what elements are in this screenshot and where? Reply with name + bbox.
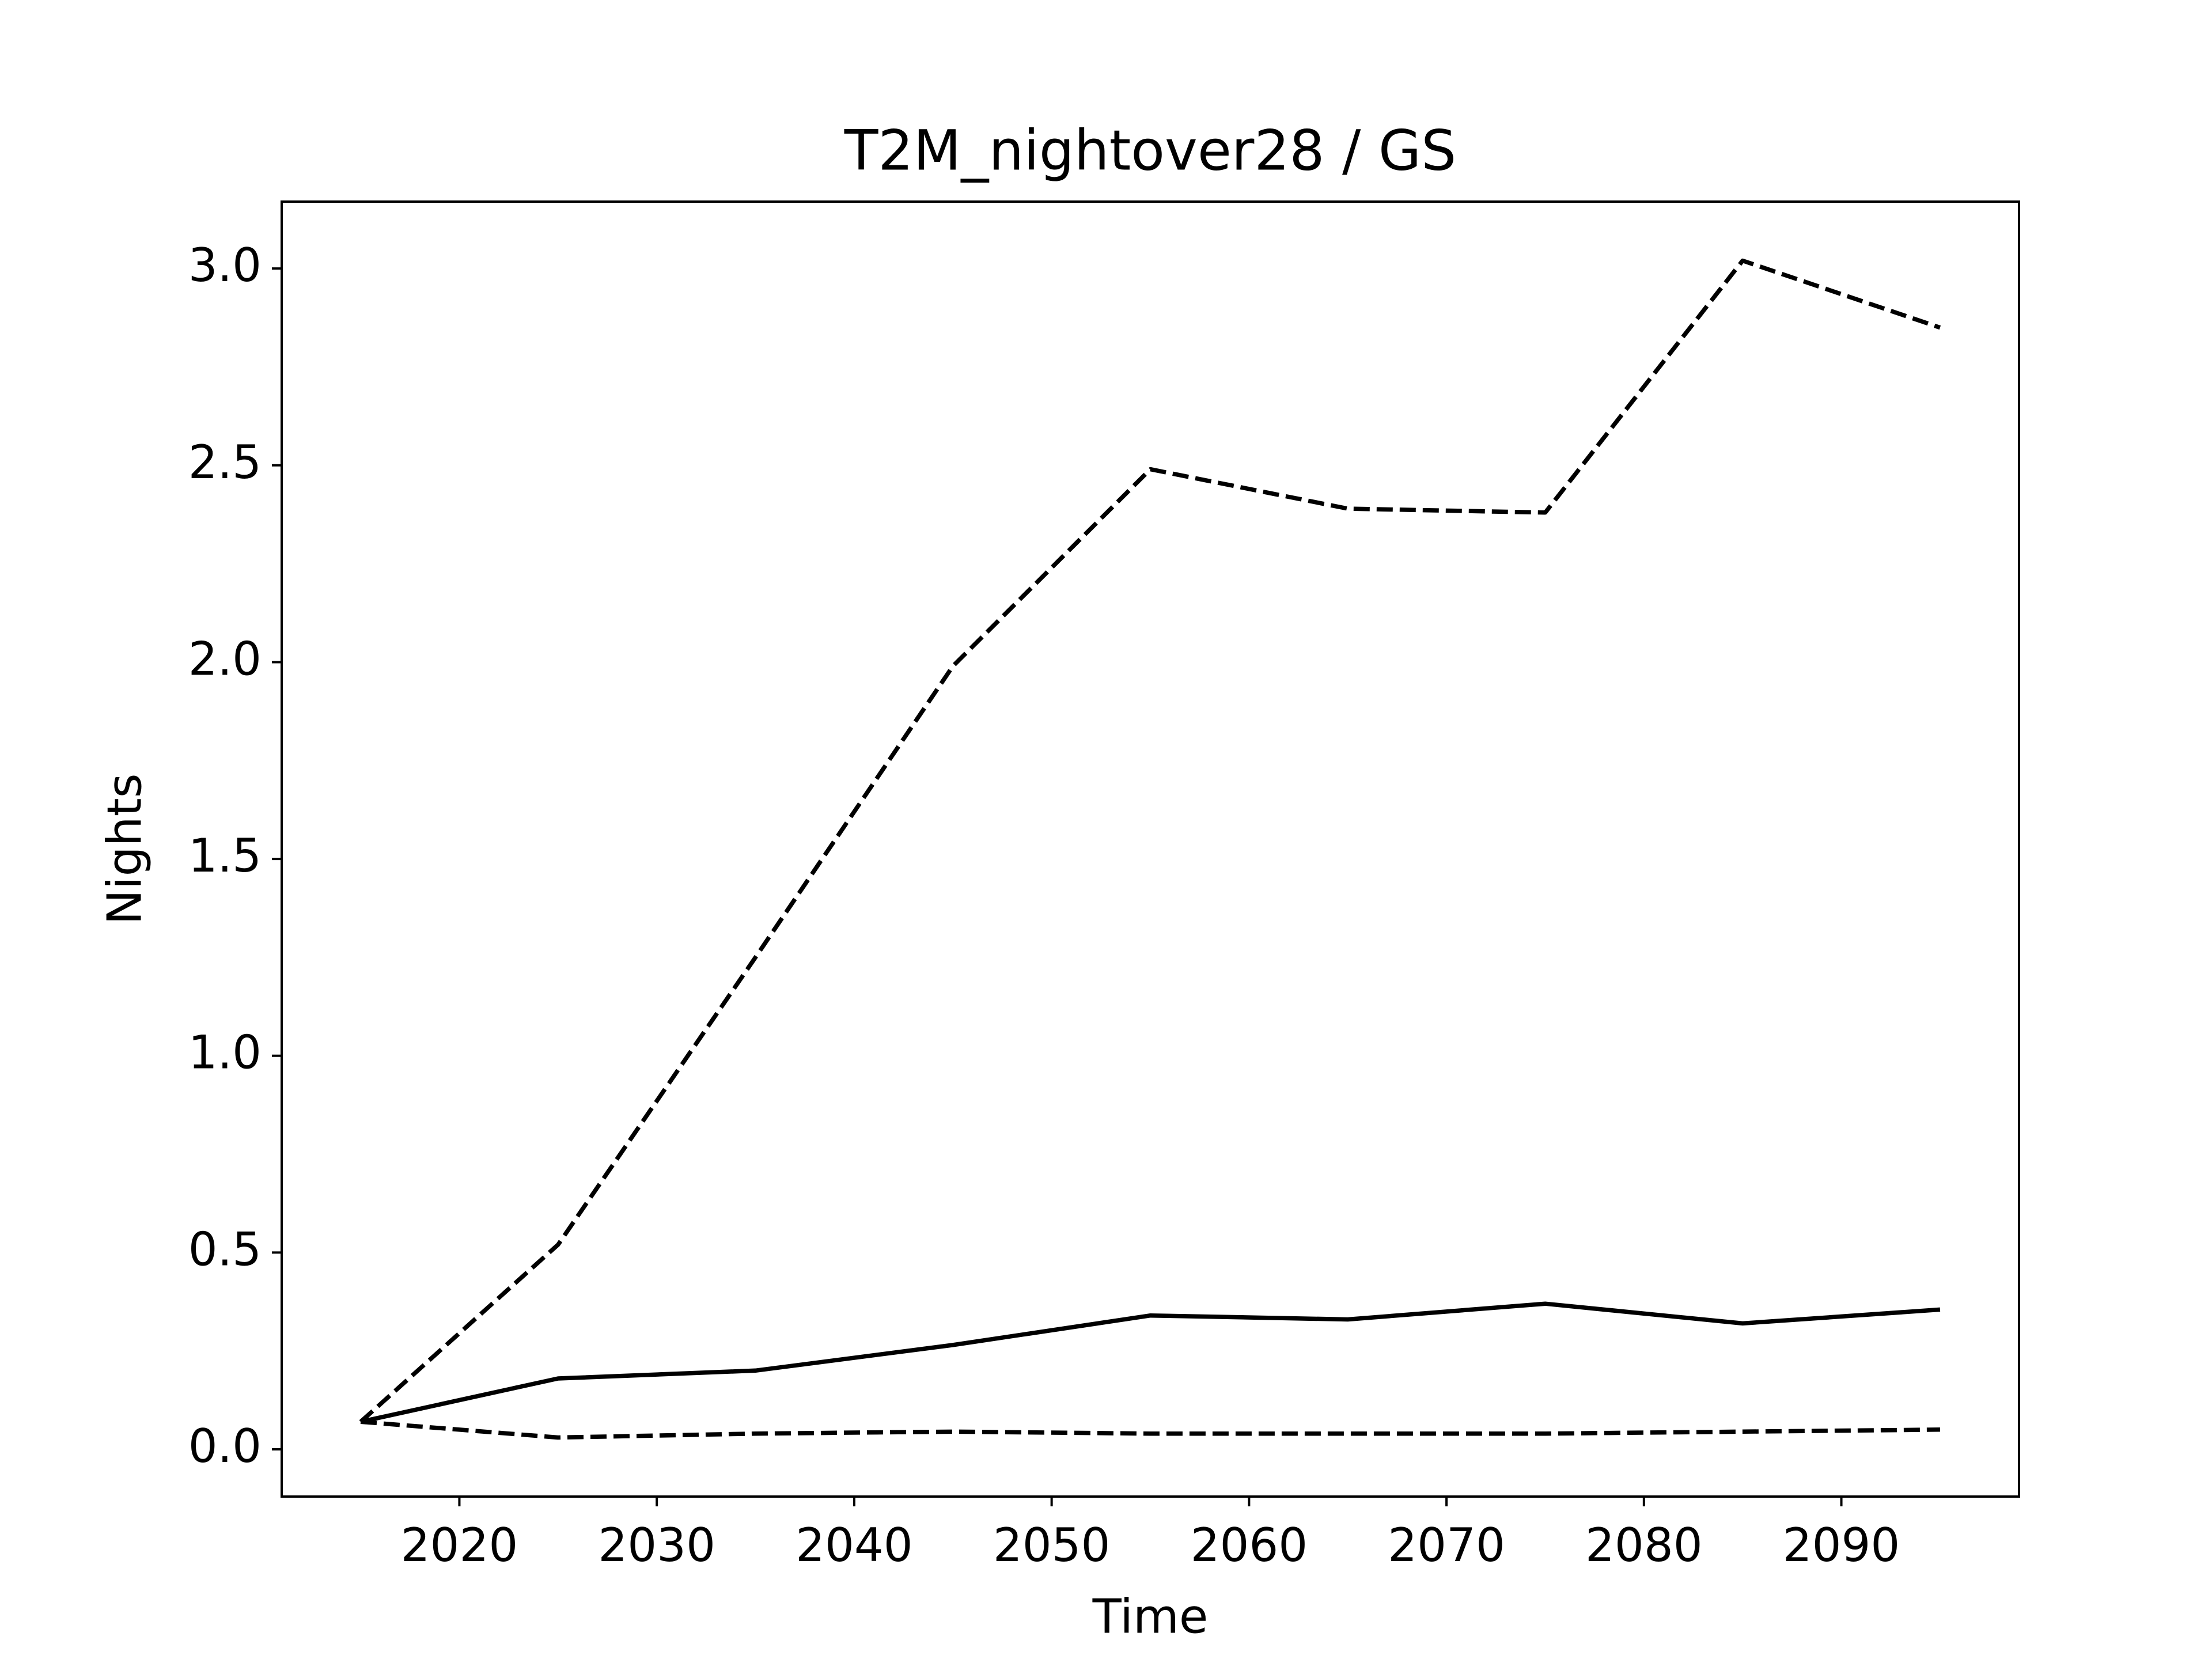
y-tick-label: 0.0 bbox=[188, 1419, 262, 1473]
y-tick-label: 2.5 bbox=[188, 435, 262, 489]
chart-title: T2M_nightover28 / GS bbox=[844, 118, 1456, 183]
y-tick-label: 2.0 bbox=[188, 632, 262, 685]
x-tick-label: 2050 bbox=[993, 1518, 1111, 1572]
y-tick-label: 1.0 bbox=[188, 1026, 262, 1080]
x-tick-label: 2040 bbox=[796, 1518, 913, 1572]
x-tick-label: 2080 bbox=[1585, 1518, 1703, 1572]
y-tick-label: 0.5 bbox=[188, 1222, 262, 1276]
x-axis-label: Time bbox=[1092, 1589, 1209, 1644]
plot-frame bbox=[281, 200, 2020, 1498]
y-tick-label: 3.0 bbox=[188, 238, 262, 292]
x-tick-label: 2020 bbox=[401, 1518, 518, 1572]
x-tick-label: 2060 bbox=[1191, 1518, 1308, 1572]
series-line bbox=[359, 258, 1941, 1423]
series-line bbox=[360, 1301, 1941, 1424]
y-tick-label: 1.5 bbox=[188, 829, 262, 882]
x-tick-label: 2070 bbox=[1388, 1518, 1505, 1572]
x-tick-label: 2090 bbox=[1783, 1518, 1900, 1572]
y-axis-label: Nights bbox=[97, 773, 152, 925]
x-tick-label: 2030 bbox=[598, 1518, 715, 1572]
series-line bbox=[360, 1419, 1940, 1440]
